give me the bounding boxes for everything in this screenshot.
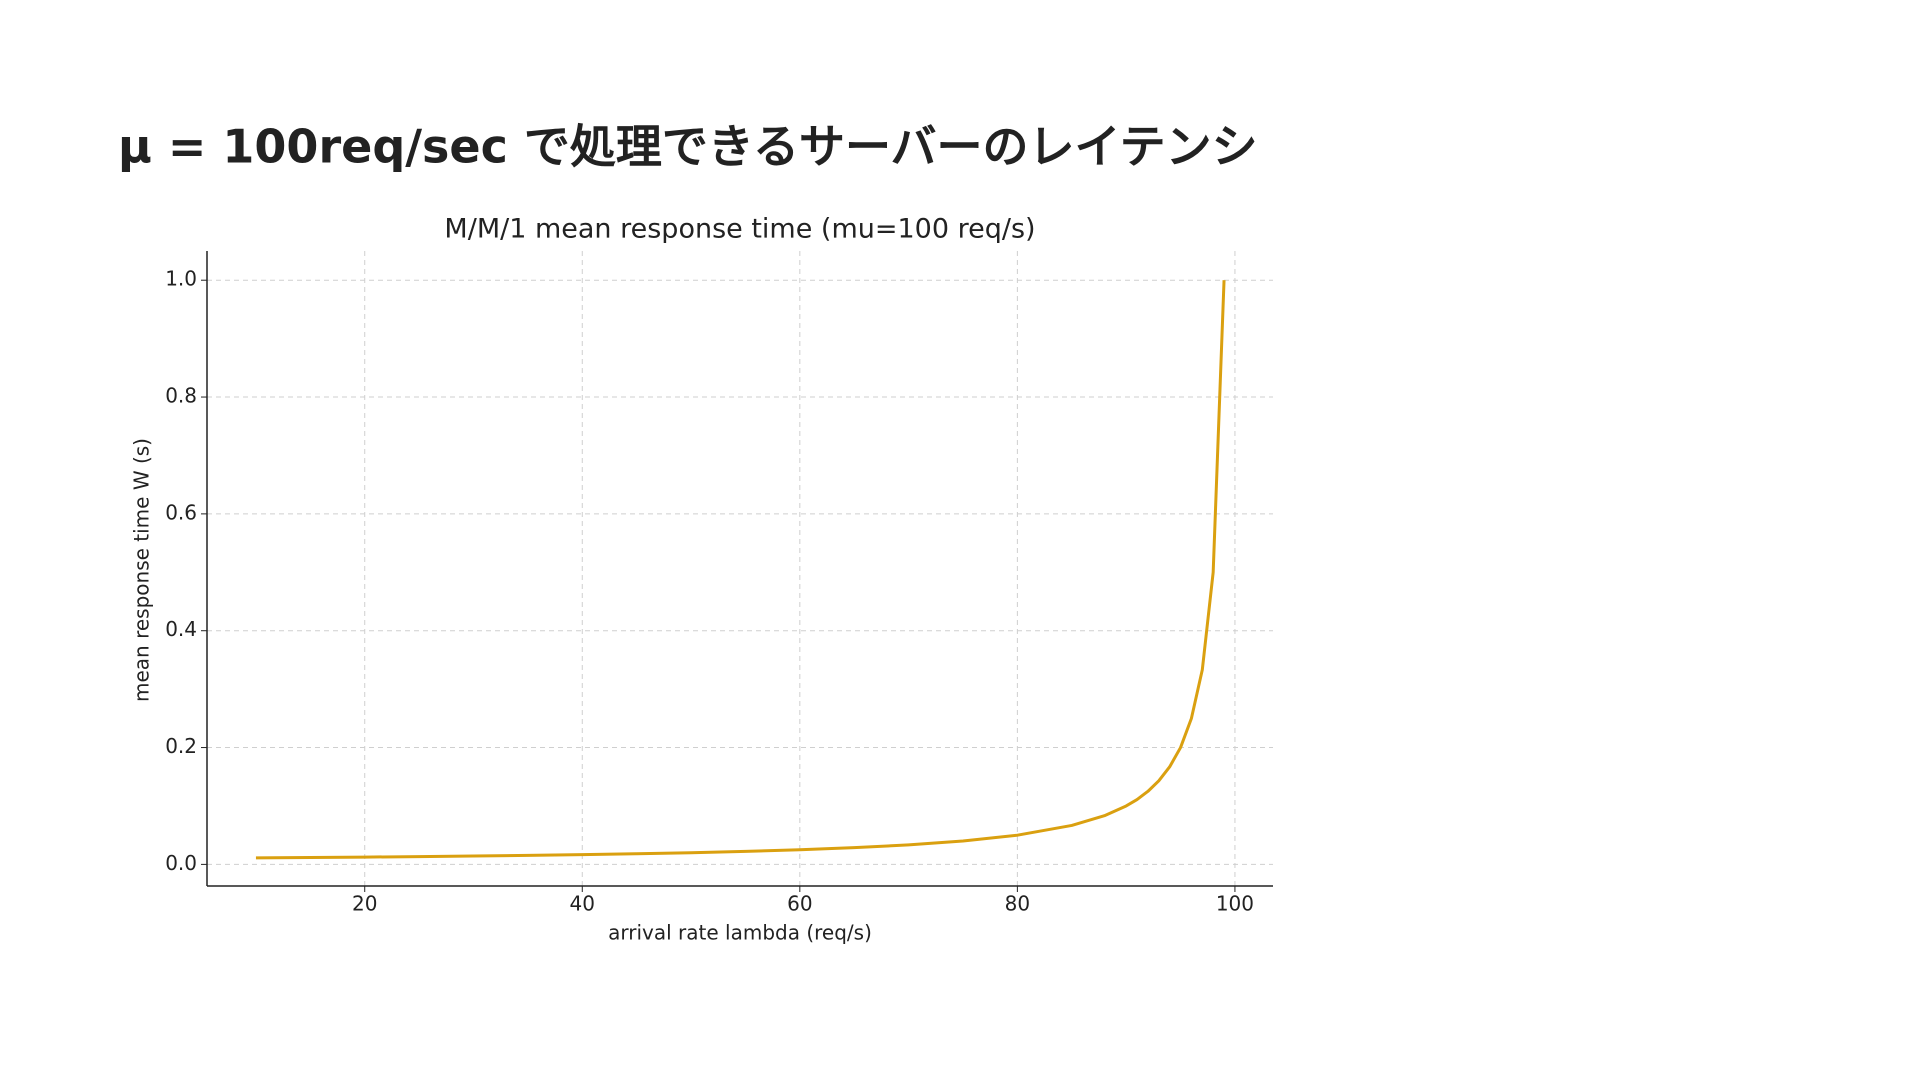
y-tick-label: 0.2 <box>165 734 197 758</box>
x-axis-label: arrival rate lambda (req/s) <box>608 921 872 945</box>
chart-title: M/M/1 mean response time (mu=100 req/s) <box>444 214 1035 245</box>
y-axis-label: mean response time W (s) <box>130 438 154 702</box>
y-tick-label: 0.0 <box>165 851 197 875</box>
x-tick-label: 20 <box>352 892 377 916</box>
x-tick-label: 80 <box>1005 892 1030 916</box>
x-tick-label: 60 <box>787 892 812 916</box>
y-tick-label: 1.0 <box>165 267 197 291</box>
y-tick-label: 0.6 <box>165 500 197 524</box>
slide-title: μ = 100req/sec で処理できるサーバーのレイテンシ <box>118 120 1258 174</box>
data-line <box>255 280 1226 860</box>
x-tick-label: 40 <box>570 892 595 916</box>
y-tick-label: 0.4 <box>165 617 197 641</box>
x-tick-label: 100 <box>1216 892 1254 916</box>
y-tick-label: 0.8 <box>165 384 197 408</box>
